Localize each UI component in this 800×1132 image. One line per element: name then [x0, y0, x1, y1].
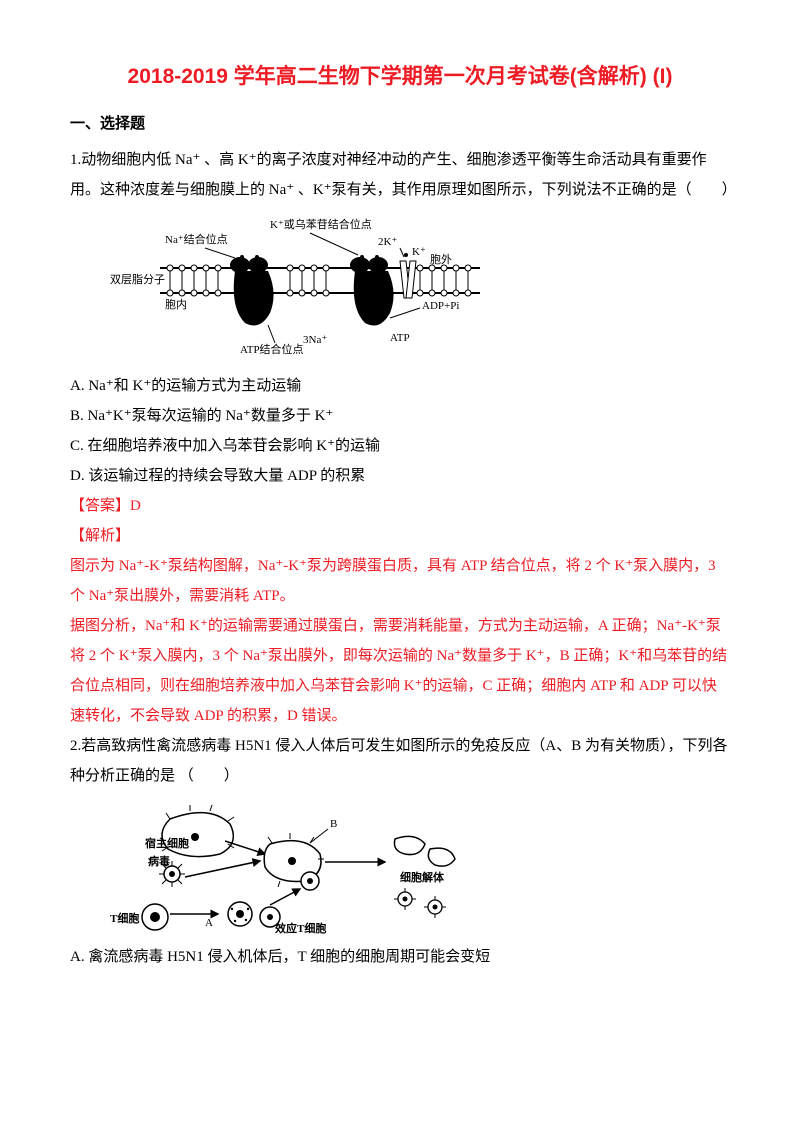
fig1-atp-site: ATP结合位点 — [240, 342, 304, 356]
q1-stem: 1.动物细胞内低 Na⁺ 、高 K⁺的离子浓度对神经冲动的产生、细胞渗透平衡等生… — [70, 145, 730, 205]
fig1-2k: 2K⁺ — [378, 236, 397, 248]
q1-option-a: A. Na⁺和 K⁺的运输方式为主动运输 — [70, 371, 730, 401]
q1-analysis-p1: 图示为 Na⁺-K⁺泵结构图解，Na⁺-K⁺泵为跨膜蛋白质，具有 ATP 结合位… — [70, 551, 730, 611]
fig1-inside: 胞内 — [165, 297, 187, 311]
fig2-effector-label: 效应T细胞 — [275, 921, 326, 934]
q1-answer: 【答案】D — [70, 491, 730, 521]
q2-figure: B — [110, 799, 730, 934]
fig2-a-label: A — [205, 917, 213, 929]
fig1-atp: ATP — [390, 332, 410, 344]
fig1-kplus: K⁺ — [412, 246, 426, 258]
fig2-tcell-label: T细胞 — [110, 911, 139, 925]
fig2-b-label: B — [330, 818, 337, 830]
q1-option-b: B. Na⁺K⁺泵每次运输的 Na⁺数量多于 K⁺ — [70, 401, 730, 431]
fig1-adp: ADP+Pi — [422, 300, 459, 312]
q1-figure: Na⁺结合位点 双层脂分子 胞内 K⁺或乌苯苷结合位点 2K⁺ K⁺ 胞外 AD… — [110, 213, 730, 363]
q1-option-d: D. 该运输过程的持续会导致大量 ADP 的积累 — [70, 461, 730, 491]
fig2-virus-label: 病毒 — [148, 854, 170, 868]
page-title: 2018-2019 学年高二生物下学期第一次月考试卷(含解析) (I) — [70, 60, 730, 90]
section-heading: 一、选择题 — [70, 112, 730, 133]
fig2-lysis-label: 细胞解体 — [400, 870, 445, 884]
fig1-k-ouabain: K⁺或乌苯苷结合位点 — [270, 217, 372, 231]
q1-analysis-p2: 据图分析，Na⁺和 K⁺的运输需要通过膜蛋白，需要消耗能量，方式为主动运输，A … — [70, 611, 730, 731]
fig1-na-site: Na⁺结合位点 — [165, 232, 228, 246]
q1-analysis-head: 【解析】 — [70, 521, 730, 551]
q2-option-a: A. 禽流感病毒 H5N1 侵入机体后，T 细胞的细胞周期可能会变短 — [70, 942, 730, 972]
fig1-3na: 3Na⁺ — [303, 334, 327, 346]
fig1-outside: 胞外 — [430, 253, 452, 266]
q2-stem: 2.若高致病性禽流感病毒 H5N1 侵入人体后可发生如图所示的免疫反应（A、B … — [70, 731, 730, 791]
q1-option-c: C. 在细胞培养液中加入乌苯苷会影响 K⁺的运输 — [70, 431, 730, 461]
fig2-host-label: 宿主细胞 — [145, 836, 189, 850]
fig1-bilayer: 双层脂分子 — [110, 272, 165, 286]
